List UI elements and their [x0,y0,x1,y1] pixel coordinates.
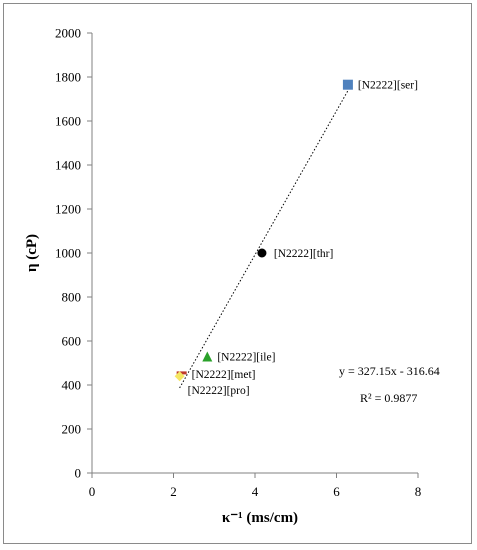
trendline [179,90,349,389]
y-tick-label: 400 [62,378,82,393]
y-tick-label: 1600 [55,114,81,129]
chart-frame [3,3,472,544]
x-tick-label: 8 [415,484,422,499]
x-tick-label: 0 [89,484,96,499]
trendline-r-squared: R² = 0.9877 [360,391,417,405]
data-point-circle [257,248,267,258]
point-label: [N2222][ser] [358,80,418,92]
point-label: [N2222][ile] [217,352,275,364]
y-axis-title: η (cP) [24,234,40,272]
x-tick-label: 2 [170,484,177,499]
axes [91,33,418,474]
y-tick-label: 1400 [55,158,81,173]
data-points: [N2222][ser] [N2222][thr] [N2222][ile] [N22… [174,79,418,397]
y-tick-label: 200 [62,422,82,437]
y-tick-label: 1800 [55,70,81,85]
point-label: [N2222][thr] [274,248,333,260]
y-tick-label: 1000 [55,246,81,261]
y-tick-label: 0 [75,466,82,481]
data-point-dash [176,371,187,375]
point-label: [N2222][pro] [188,385,250,397]
x-tick-label: 6 [333,484,340,499]
y-tick-label: 2000 [55,26,81,41]
x-tick-label: 4 [252,484,259,499]
tick-group: 0 200 400 600 800 1000 1200 1400 1600 1800 2000 0 2 4… [55,26,421,500]
y-tick-label: 1200 [55,202,81,217]
point-label: [N2222][met] [192,369,256,381]
data-point-square [342,79,353,90]
x-axis-title: κ⁻¹ (ms/cm) [222,510,298,526]
y-tick-label: 600 [62,334,82,349]
trendline-equation: y = 327.15x - 316.64 [339,364,440,378]
data-point-triangle [202,351,213,362]
y-tick-label: 800 [62,290,82,305]
data-point-diamond [174,371,185,382]
